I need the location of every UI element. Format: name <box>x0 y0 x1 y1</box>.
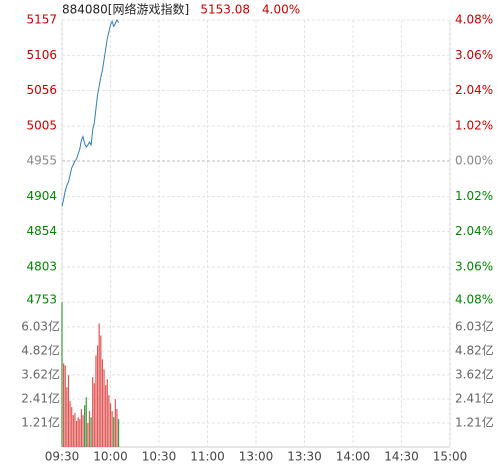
y-tick-label: 5106 <box>26 48 57 62</box>
index-price: 5153.08 <box>200 3 250 17</box>
volume-bar <box>101 359 104 447</box>
y2-tick-label: 1.02% <box>455 118 493 132</box>
y-tick-label: 5056 <box>26 83 57 97</box>
volume-bar <box>114 399 116 447</box>
y-tick-label: 4803 <box>26 260 57 274</box>
volume-bar <box>74 413 76 447</box>
volume-bar <box>117 419 120 447</box>
y-tick-label: 4854 <box>26 224 57 238</box>
y2-tick-label: 3.06% <box>455 48 493 62</box>
y-tick-label: 2.41亿 <box>21 390 60 405</box>
volume-bar <box>61 302 63 447</box>
y2-tick-label: 2.04% <box>455 224 493 238</box>
volume-bar <box>71 407 73 447</box>
y-tick-label: 1.21亿 <box>455 414 494 429</box>
volume-bar <box>84 405 86 447</box>
y-tick-label: 4753 <box>26 293 57 307</box>
volume-bar <box>66 387 68 447</box>
volume-bar <box>95 355 97 447</box>
y-tick-label: 6.03亿 <box>21 318 60 333</box>
volume-bar <box>64 365 66 447</box>
y2-tick-label: 3.06% <box>455 259 493 273</box>
y2-tick-label: 1.02% <box>455 189 493 203</box>
volume-bar <box>80 409 82 447</box>
x-tick-label: 09:30 <box>45 450 80 464</box>
volume-bar <box>96 345 99 447</box>
volume-bar <box>88 411 91 447</box>
y-tick-label: 5157 <box>26 13 57 27</box>
volume-bar <box>92 377 94 447</box>
volume-bar <box>109 403 112 447</box>
index-name: 884080[网络游戏指数] <box>62 2 189 17</box>
volume-bar <box>77 417 79 447</box>
volume-bar <box>72 415 74 447</box>
volume-bar <box>108 395 110 447</box>
y-tick-label: 3.62亿 <box>455 366 494 381</box>
y-tick-label: 1.21亿 <box>21 414 60 429</box>
volume-bar <box>105 385 107 447</box>
volume-bar <box>82 415 84 447</box>
volume-bar <box>113 417 115 447</box>
volume-bar <box>69 401 71 447</box>
y2-tick-label: 2.04% <box>455 83 493 97</box>
volume-bar <box>85 397 87 447</box>
y-tick-label: 6.03亿 <box>455 318 494 333</box>
x-tick-label: 14:00 <box>336 450 371 464</box>
volume-bar <box>63 363 65 447</box>
y-tick-label: 3.62亿 <box>21 366 60 381</box>
volume-bar <box>93 383 95 447</box>
volume-bar <box>106 379 108 447</box>
volume-bar <box>87 423 89 447</box>
x-tick-label: 10:00 <box>93 450 128 464</box>
volume-bar <box>116 409 118 447</box>
volume-bar <box>75 421 78 447</box>
volume-bar <box>111 411 113 447</box>
price-line <box>61 18 120 207</box>
x-tick-label: 10:30 <box>142 450 177 464</box>
volume-bar <box>90 417 92 447</box>
volume-bar <box>100 335 102 447</box>
index-change: 4.00% <box>262 3 300 17</box>
volume-bar <box>103 369 105 447</box>
y2-tick-label: 4.08% <box>455 293 493 307</box>
x-tick-label: 13:00 <box>239 450 274 464</box>
volume-bar <box>98 323 100 447</box>
y-tick-label: 4904 <box>26 189 57 203</box>
x-tick-label: 13:30 <box>287 450 322 464</box>
y-tick-label: 4.82亿 <box>21 342 60 357</box>
x-tick-label: 15:00 <box>433 450 468 464</box>
y-tick-label: 4955 <box>26 154 57 168</box>
y-tick-label: 2.41亿 <box>455 390 494 405</box>
x-tick-label: 11:00 <box>190 450 225 464</box>
volume-bar <box>67 375 70 447</box>
y2-tick-label: 0.00% <box>455 154 493 168</box>
x-tick-label: 14:30 <box>384 450 419 464</box>
y2-tick-label: 4.08% <box>455 13 493 27</box>
y-tick-label: 5005 <box>26 119 57 133</box>
y-tick-label: 4.82亿 <box>455 342 494 357</box>
volume-bar <box>79 419 81 447</box>
